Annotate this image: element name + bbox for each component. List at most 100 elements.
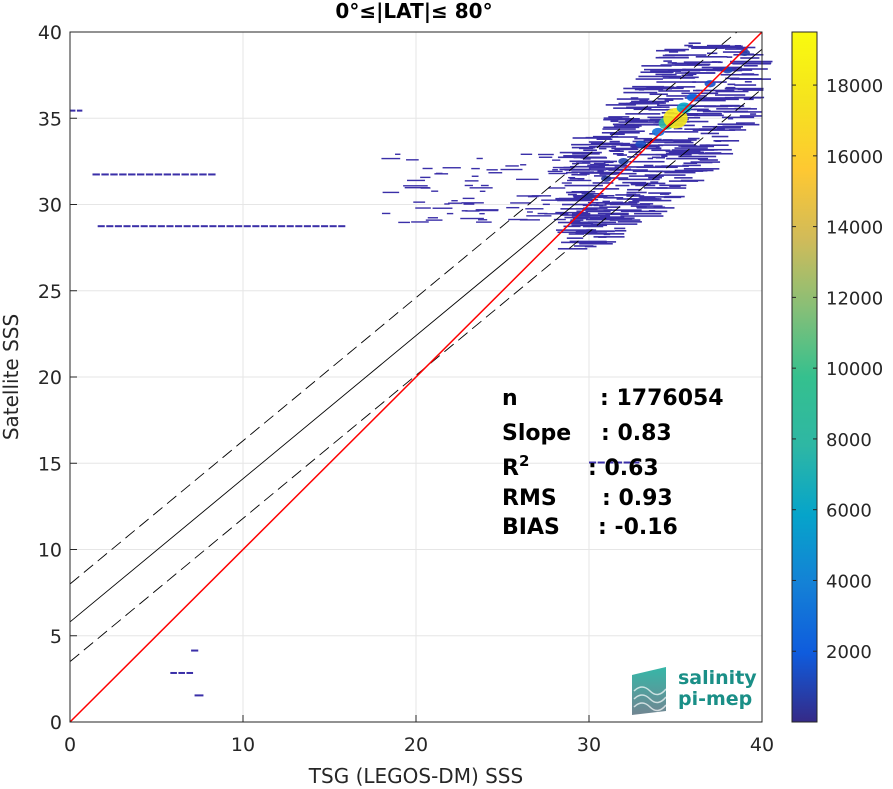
density-streak — [630, 210, 668, 213]
outlier-streak — [186, 671, 194, 674]
density-streak — [596, 138, 613, 140]
density-streak — [744, 80, 752, 83]
density-streak — [618, 154, 624, 156]
density-streak — [649, 93, 668, 96]
density-streak — [631, 146, 647, 149]
outlier-streak — [269, 225, 277, 228]
outlier-streak — [623, 461, 631, 464]
density-streak — [726, 56, 733, 58]
y-tick-label: 40 — [38, 22, 62, 44]
density-streak — [508, 218, 528, 221]
density-streak — [557, 247, 588, 250]
outlier-streak — [329, 225, 337, 228]
density-streak — [659, 184, 672, 187]
density-streak — [406, 179, 426, 182]
density-streak — [614, 166, 654, 168]
density-streak — [725, 97, 762, 99]
density-streak — [653, 206, 666, 209]
density-streak — [640, 71, 674, 74]
density-streak — [627, 188, 642, 191]
density-streak — [557, 199, 594, 202]
y-tick-label: 35 — [38, 108, 62, 130]
x-axis-ticks: 0 10 20 30 40 — [64, 715, 774, 756]
density-streak — [477, 219, 488, 221]
stat-value: : 1776054 — [600, 386, 724, 411]
density-streak — [639, 99, 649, 102]
density-streak — [645, 147, 662, 150]
density-streak — [662, 54, 689, 57]
density-streak — [618, 121, 659, 123]
density-streak — [567, 193, 577, 196]
density-streak — [469, 187, 493, 189]
density-streak — [626, 193, 637, 196]
density-streak — [568, 233, 585, 235]
density-streak — [680, 179, 705, 182]
density-streak — [634, 212, 662, 215]
density-streak — [462, 197, 475, 200]
density-streak — [557, 231, 598, 234]
density-streak — [461, 210, 468, 212]
density-streak — [531, 195, 552, 197]
density-streak — [586, 218, 610, 221]
density-streak — [442, 167, 461, 169]
density-streak — [654, 165, 666, 168]
density-streak — [609, 140, 620, 143]
density-streak — [406, 159, 419, 161]
y-axis-ticks: 0 5 10 15 20 25 30 35 40 — [38, 22, 77, 734]
density-streak — [665, 150, 677, 153]
density-streak — [478, 209, 499, 212]
x-axis-label: TSG (LEGOS-DM) SSS — [308, 764, 523, 788]
stat-label: RMS — [502, 486, 557, 511]
density-streak — [610, 120, 619, 123]
density-streak — [420, 176, 431, 179]
density-streak — [630, 145, 660, 148]
density-cell — [686, 93, 699, 102]
density-streak — [655, 147, 662, 150]
density-streak — [564, 216, 590, 219]
density-streak — [555, 211, 589, 214]
density-streak — [644, 106, 662, 109]
colorbar-tick-label: 8000 — [826, 430, 872, 451]
density-streak — [716, 127, 741, 129]
density-streak — [735, 122, 755, 124]
density-streak — [560, 214, 587, 216]
outlier-streak — [286, 225, 294, 228]
density-streak — [432, 207, 453, 209]
density-streak — [669, 185, 681, 188]
y-tick-label: 10 — [38, 540, 62, 562]
density-streak — [750, 113, 757, 115]
density-streak — [729, 62, 772, 65]
density-streak — [664, 48, 689, 51]
outlier-streak — [321, 225, 329, 228]
density-streak — [674, 177, 693, 179]
density-streak — [544, 213, 569, 215]
density-streak — [687, 73, 697, 76]
density-streak — [720, 73, 759, 76]
density-streak — [641, 65, 672, 67]
density-streak — [569, 240, 607, 243]
density-streak — [593, 236, 625, 238]
y-axis-label: Satellite SSS — [0, 314, 23, 440]
density-streak — [463, 203, 475, 205]
density-streak — [651, 149, 671, 152]
density-streak — [616, 198, 660, 200]
density-streak — [663, 60, 672, 62]
density-streak — [555, 229, 595, 231]
density-streak — [569, 165, 601, 168]
y-tick-label: 20 — [38, 367, 62, 389]
density-streak — [643, 68, 686, 71]
outlier-streak — [589, 461, 597, 464]
y-tick-label: 15 — [38, 453, 62, 475]
chart-title: 0°≤|LAT|≤ 80° — [335, 0, 492, 23]
density-streak — [740, 57, 760, 59]
density-streak — [577, 178, 584, 180]
density-streak — [541, 199, 562, 201]
density-streak — [510, 202, 532, 204]
density-streak — [706, 44, 731, 47]
density-streak — [572, 162, 580, 165]
colorbar-tick-label: 10000 — [826, 359, 883, 380]
outlier-streak — [217, 225, 226, 228]
outlier-streak — [295, 225, 303, 228]
density-streak — [687, 137, 700, 140]
